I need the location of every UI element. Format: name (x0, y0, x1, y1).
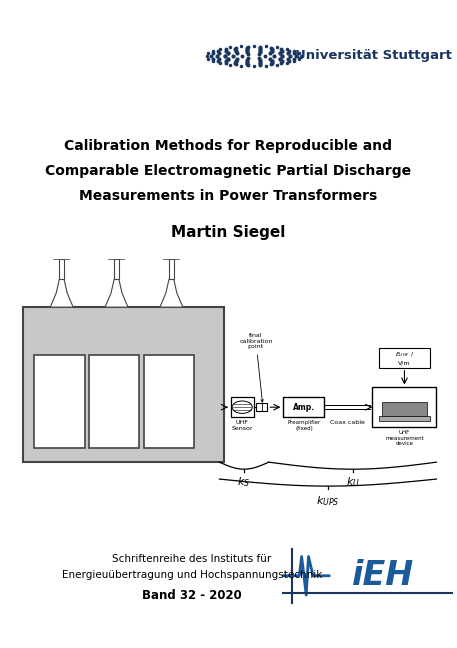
Text: Calibration Methods for Reproducible and: Calibration Methods for Reproducible and (64, 139, 393, 153)
Text: $k_{UPS}$: $k_{UPS}$ (316, 494, 340, 509)
FancyBboxPatch shape (379, 415, 430, 421)
Polygon shape (160, 279, 183, 307)
FancyBboxPatch shape (372, 388, 436, 427)
Text: Preamplifier
(fixed): Preamplifier (fixed) (287, 420, 320, 431)
Text: Energieuübertragung und Hochspannungstechnik: Energieuübertragung und Hochspannungstec… (62, 570, 322, 579)
FancyBboxPatch shape (144, 355, 194, 448)
Text: Martin Siegel: Martin Siegel (171, 225, 286, 240)
Text: UHF
measurement
device: UHF measurement device (385, 430, 424, 446)
Text: iEH: iEH (352, 559, 414, 592)
Text: Coax cable: Coax cable (330, 420, 365, 425)
FancyBboxPatch shape (23, 307, 224, 462)
Polygon shape (50, 279, 73, 307)
Text: $k_S$: $k_S$ (238, 475, 250, 489)
Text: final
calibration
point: final calibration point (239, 333, 273, 402)
Polygon shape (114, 259, 119, 279)
FancyBboxPatch shape (283, 397, 324, 417)
Text: $E_{UHF}$ /
V/m: $E_{UHF}$ / V/m (395, 351, 414, 365)
Text: Universität Stuttgart: Universität Stuttgart (295, 49, 452, 62)
FancyBboxPatch shape (382, 402, 427, 415)
Polygon shape (163, 248, 180, 259)
Text: UHF
Sensor: UHF Sensor (231, 420, 253, 431)
Text: Measurements in Power Transformers: Measurements in Power Transformers (80, 189, 377, 203)
Polygon shape (53, 248, 70, 259)
FancyBboxPatch shape (256, 403, 267, 411)
FancyBboxPatch shape (89, 355, 139, 448)
FancyBboxPatch shape (231, 397, 254, 417)
FancyBboxPatch shape (379, 348, 430, 367)
Text: Comparable Electromagnetic Partial Discharge: Comparable Electromagnetic Partial Disch… (45, 164, 412, 178)
Polygon shape (108, 248, 125, 259)
Text: Amp.: Amp. (293, 402, 315, 411)
Text: Band 32 - 2020: Band 32 - 2020 (142, 588, 242, 601)
Polygon shape (105, 279, 128, 307)
Polygon shape (169, 259, 174, 279)
FancyBboxPatch shape (34, 355, 85, 448)
Text: Schriftenreihe des Instituts für: Schriftenreihe des Instituts für (112, 554, 271, 564)
Polygon shape (59, 259, 64, 279)
Text: $k_U$: $k_U$ (345, 475, 360, 489)
